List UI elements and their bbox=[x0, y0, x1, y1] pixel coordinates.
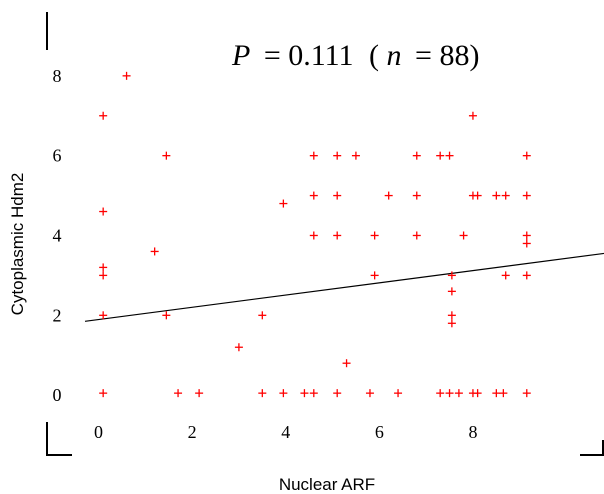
p-label: P bbox=[231, 39, 250, 72]
data-point bbox=[394, 389, 403, 398]
data-point bbox=[522, 191, 531, 200]
data-point bbox=[522, 231, 531, 240]
data-point bbox=[447, 287, 456, 296]
data-point bbox=[412, 231, 421, 240]
data-point bbox=[99, 271, 108, 280]
data-point bbox=[234, 343, 243, 352]
x-axis-title: Nuclear ARF bbox=[279, 475, 375, 494]
data-point bbox=[454, 389, 463, 398]
data-point bbox=[522, 151, 531, 160]
data-point bbox=[333, 389, 342, 398]
data-point bbox=[522, 271, 531, 280]
data-point bbox=[412, 151, 421, 160]
data-point bbox=[447, 271, 456, 280]
data-point bbox=[492, 191, 501, 200]
data-point bbox=[384, 191, 393, 200]
data-point bbox=[309, 231, 318, 240]
x-tick-label: 2 bbox=[188, 422, 197, 442]
data-point bbox=[309, 191, 318, 200]
data-point bbox=[351, 151, 360, 160]
n-label: n bbox=[387, 39, 402, 72]
data-point bbox=[447, 319, 456, 328]
data-point bbox=[279, 199, 288, 208]
data-point bbox=[99, 111, 108, 120]
y-tick-label: 4 bbox=[53, 225, 62, 245]
data-point bbox=[473, 389, 482, 398]
y-tick-label: 6 bbox=[53, 146, 62, 166]
data-point bbox=[162, 311, 171, 320]
data-point bbox=[447, 311, 456, 320]
data-point bbox=[445, 389, 454, 398]
plot-frame bbox=[46, 12, 604, 456]
data-point bbox=[333, 191, 342, 200]
y-axis-title: Cytoplasmic Hdm2 bbox=[8, 173, 27, 316]
data-point bbox=[436, 389, 445, 398]
x-tick-label: 4 bbox=[281, 422, 290, 442]
x-tick-label: 6 bbox=[375, 422, 384, 442]
data-point bbox=[365, 389, 374, 398]
data-point bbox=[99, 311, 108, 320]
data-point bbox=[473, 191, 482, 200]
data-point bbox=[468, 111, 477, 120]
y-tick-label: 0 bbox=[53, 385, 62, 405]
data-point bbox=[492, 389, 501, 398]
data-point bbox=[459, 231, 468, 240]
data-point bbox=[436, 151, 445, 160]
y-tick-label: 2 bbox=[53, 305, 62, 325]
x-tick-label: 0 bbox=[94, 422, 103, 442]
data-point bbox=[174, 389, 183, 398]
data-point bbox=[279, 389, 288, 398]
x-tick-labels: 0 2 4 6 8 bbox=[94, 422, 477, 442]
data-point bbox=[522, 239, 531, 248]
data-point bbox=[258, 389, 267, 398]
data-points bbox=[99, 71, 531, 398]
data-point bbox=[99, 389, 108, 398]
data-point bbox=[501, 271, 510, 280]
data-point bbox=[309, 151, 318, 160]
data-point bbox=[162, 151, 171, 160]
stats-annotation: P = 0.111 ( n = 88) bbox=[231, 39, 479, 72]
data-point bbox=[195, 389, 204, 398]
data-point bbox=[499, 389, 508, 398]
data-point bbox=[501, 191, 510, 200]
data-point bbox=[258, 311, 267, 320]
x-tick-label: 8 bbox=[468, 422, 477, 442]
data-point bbox=[333, 231, 342, 240]
trend-line bbox=[84, 252, 604, 322]
data-point bbox=[412, 191, 421, 200]
data-point bbox=[99, 263, 108, 272]
n-value: = 88) bbox=[415, 39, 479, 72]
data-point bbox=[150, 247, 159, 256]
n-open: ( bbox=[369, 39, 379, 72]
data-point bbox=[370, 271, 379, 280]
data-point bbox=[445, 151, 454, 160]
p-value: = 0.111 bbox=[264, 39, 354, 72]
data-point bbox=[122, 71, 131, 80]
y-tick-labels: 0 2 4 6 8 bbox=[53, 66, 62, 405]
data-point bbox=[342, 359, 351, 368]
data-point bbox=[99, 207, 108, 216]
data-point bbox=[522, 389, 531, 398]
data-point bbox=[370, 231, 379, 240]
data-point bbox=[300, 389, 309, 398]
data-point bbox=[309, 389, 318, 398]
y-tick-label: 8 bbox=[53, 66, 62, 86]
data-point bbox=[333, 151, 342, 160]
